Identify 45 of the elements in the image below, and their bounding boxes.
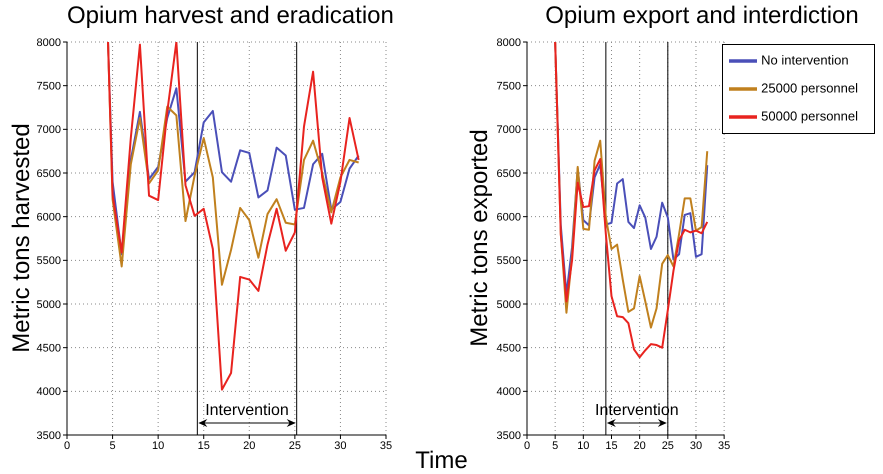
y-tick-label: 4000 xyxy=(36,386,61,398)
x-tick-label: 25 xyxy=(662,440,674,452)
x-tick-label: 5 xyxy=(552,440,558,452)
y-tick-label: 4500 xyxy=(36,342,61,355)
y-tick-label: 8000 xyxy=(496,36,521,49)
y-tick-label: 4500 xyxy=(496,342,521,355)
x-tick-label: 15 xyxy=(605,440,618,452)
y-tick-label: 7000 xyxy=(496,124,521,136)
y-tick-label: 5000 xyxy=(496,298,521,311)
y-tick-label: 7000 xyxy=(36,124,61,136)
y-tick-label: 6000 xyxy=(496,212,521,224)
chart-title: Opium harvest and eradication xyxy=(67,2,394,30)
x-tick-label: 20 xyxy=(243,440,256,452)
x-tick-label: 35 xyxy=(380,440,392,452)
y-tick-label: 7500 xyxy=(36,80,61,93)
x-tick-label: 10 xyxy=(152,440,164,452)
y-axis-title: Metric tons exported xyxy=(466,128,494,349)
chart-title: Opium export and interdiction xyxy=(544,2,860,30)
x-tick-label: 35 xyxy=(718,440,730,452)
y-tick-label: 5500 xyxy=(36,255,61,268)
x-tick-label: 25 xyxy=(288,440,301,452)
y-tick-label: 8000 xyxy=(36,36,61,49)
x-tick-label: 0 xyxy=(524,440,530,452)
x-axis-title: Time xyxy=(415,447,468,474)
y-tick-label: 6000 xyxy=(36,212,61,224)
legend-label: No intervention xyxy=(761,52,849,68)
x-tick-label: 15 xyxy=(198,440,210,452)
legend-label: 50000 personnel xyxy=(761,108,858,124)
legend-label: 25000 personnel xyxy=(761,80,858,96)
x-tick-label: 10 xyxy=(577,440,590,452)
x-tick-label: 5 xyxy=(110,440,116,452)
x-tick-label: 30 xyxy=(334,440,347,452)
y-tick-label: 5500 xyxy=(496,255,521,268)
x-tick-label: 20 xyxy=(634,440,646,452)
annotation: Intervention xyxy=(205,402,289,419)
y-tick-label: 6500 xyxy=(496,168,521,180)
y-tick-label: 4000 xyxy=(496,386,521,398)
y-tick-label: 7500 xyxy=(496,80,521,93)
x-tick-label: 0 xyxy=(64,440,70,452)
y-tick-label: 6500 xyxy=(36,168,61,180)
y-tick-label: 5000 xyxy=(36,298,61,311)
y-axis-title: Metric tons harvested xyxy=(8,122,36,355)
y-tick-label: 3500 xyxy=(36,430,61,442)
x-tick-label: 30 xyxy=(690,440,702,452)
y-tick-label: 3500 xyxy=(496,430,521,442)
